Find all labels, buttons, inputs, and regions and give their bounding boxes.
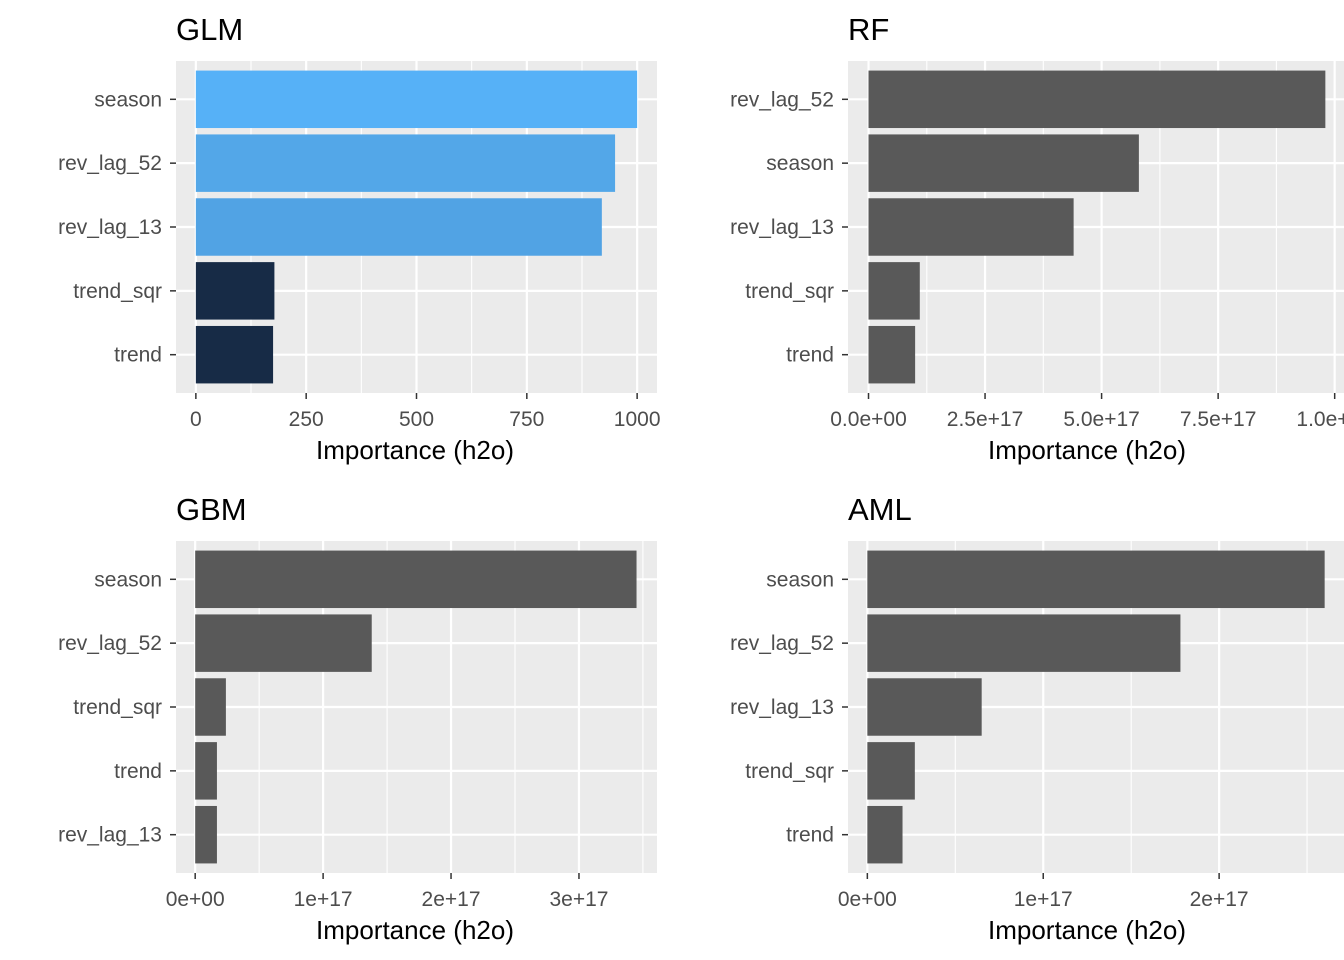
x-tick-label: 250 xyxy=(289,408,324,431)
bar-trend-sqr xyxy=(195,678,226,736)
x-tick-label: 2e+17 xyxy=(422,888,481,911)
y-tick-label: season xyxy=(766,568,834,591)
y-tick-label: rev_lag_13 xyxy=(58,216,162,239)
x-tick-label: 0e+00 xyxy=(838,888,897,911)
bar-trend xyxy=(867,805,903,864)
x-tick-label: 3e+17 xyxy=(549,888,608,911)
bar-trend xyxy=(868,325,916,384)
y-tick-label: trend_sqr xyxy=(73,696,162,719)
x-tick-label: 7.5e+17 xyxy=(1180,408,1257,431)
y-tick-label: rev_lag_52 xyxy=(730,632,834,655)
bar-trend xyxy=(195,742,217,800)
y-tick-label: season xyxy=(94,88,162,111)
bar-trend-sqr xyxy=(867,742,915,800)
bar-rev-lag-52 xyxy=(868,70,1326,129)
y-tick-label: season xyxy=(766,152,834,175)
x-tick-label: 750 xyxy=(509,408,544,431)
panel-title: RF xyxy=(848,12,889,47)
y-tick-label: trend_sqr xyxy=(73,280,162,303)
x-axis-label: Importance (h2o) xyxy=(316,435,514,465)
x-axis-label: Importance (h2o) xyxy=(988,435,1186,465)
x-tick-label: 2e+17 xyxy=(1190,888,1249,911)
bar-season xyxy=(195,70,638,129)
bar-rev-lag-52 xyxy=(867,614,1181,672)
panel-glm: season rev_lag_52 rev_lag_13 trend_sqrtrend… xyxy=(58,12,660,465)
bar-trend-sqr xyxy=(195,262,275,320)
bar-rev-lag-13 xyxy=(195,198,602,256)
x-tick-label: 0e+00 xyxy=(166,888,225,911)
x-tick-label: 0.0e+00 xyxy=(830,408,907,431)
bar-rev-lag-13 xyxy=(867,678,982,736)
y-tick-label: trend xyxy=(786,824,834,847)
x-tick-label: 2.5e+17 xyxy=(947,408,1024,431)
panel-aml: season rev_lag_52 rev_lag_13 trend_sqrtrend… xyxy=(730,492,1344,945)
bar-season xyxy=(195,550,637,609)
x-tick-label: 1.0e+18 xyxy=(1296,408,1344,431)
y-tick-label: trend xyxy=(786,344,834,367)
y-tick-label: rev_lag_13 xyxy=(730,216,834,239)
bar-rev-lag-52 xyxy=(195,134,616,192)
x-tick-label: 5.0e+17 xyxy=(1063,408,1140,431)
x-axis-label: Importance (h2o) xyxy=(316,915,514,945)
bar-rev-lag-13 xyxy=(195,805,217,864)
y-tick-label: trend xyxy=(114,344,162,367)
bar-trend-sqr xyxy=(868,262,920,320)
bar-rev-lag-52 xyxy=(195,614,372,672)
y-tick-label: trend xyxy=(114,760,162,783)
panel-title: AML xyxy=(848,492,912,527)
x-tick-label: 1e+17 xyxy=(1014,888,1073,911)
y-tick-label: rev_lag_52 xyxy=(58,152,162,175)
y-tick-label: season xyxy=(94,568,162,591)
y-tick-label: rev_lag_13 xyxy=(730,696,834,719)
y-tick-label: rev_lag_52 xyxy=(58,632,162,655)
x-tick-label: 1e+17 xyxy=(294,888,353,911)
bar-trend xyxy=(195,325,274,384)
panel-title: GLM xyxy=(176,12,243,47)
y-tick-label: trend_sqr xyxy=(745,760,834,783)
bar-rev-lag-13 xyxy=(868,198,1074,256)
y-tick-label: rev_lag_52 xyxy=(730,88,834,111)
bar-season xyxy=(867,550,1325,609)
y-tick-label: rev_lag_13 xyxy=(58,824,162,847)
x-tick-label: 1000 xyxy=(614,408,661,431)
panel-title: GBM xyxy=(176,492,247,527)
x-tick-label: 500 xyxy=(399,408,434,431)
y-tick-label: trend_sqr xyxy=(745,280,834,303)
bar-season xyxy=(868,134,1139,192)
x-axis-label: Importance (h2o) xyxy=(988,915,1186,945)
x-tick-label: 0 xyxy=(190,408,202,431)
